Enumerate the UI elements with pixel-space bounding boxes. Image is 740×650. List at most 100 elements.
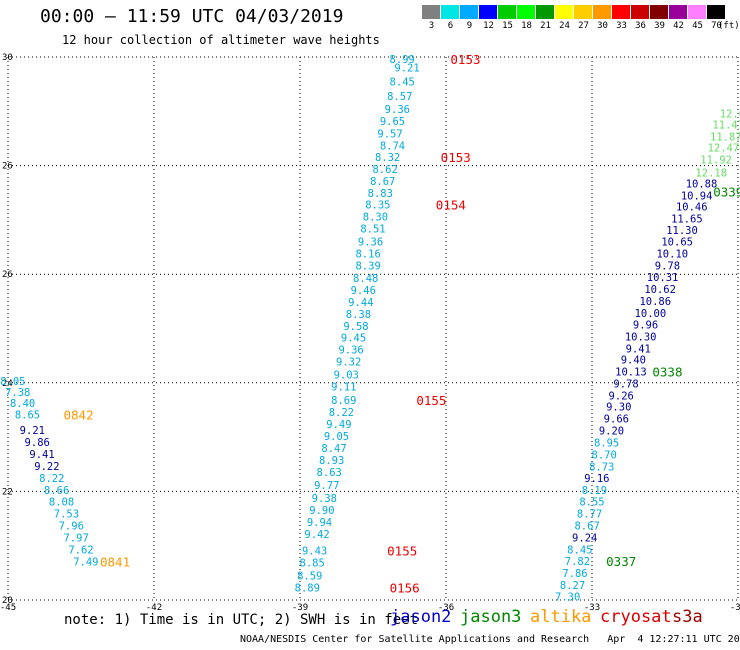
wave-height-value: 8.32 <box>375 152 400 164</box>
wave-height-value: 10.30 <box>625 332 657 344</box>
wave-height-value: 11.47 <box>712 119 740 131</box>
pass-time-label: 0841 <box>100 554 130 569</box>
scale-swatch <box>593 5 612 19</box>
wave-height-value: 7.96 <box>59 521 84 533</box>
wave-height-value: 9.41 <box>29 449 54 461</box>
x-tick-label: -42 <box>146 603 162 613</box>
scale-swatch <box>555 5 574 19</box>
wave-height-value: 9.65 <box>380 116 405 128</box>
wave-height-value: 9.36 <box>338 345 363 357</box>
wave-height-value: 9.66 <box>604 414 629 426</box>
pass-time-label: 0339 <box>713 185 740 200</box>
scale-label: 3 <box>428 21 435 31</box>
wave-height-value: 10.10 <box>656 249 688 261</box>
pass-time-label: 0338 <box>652 364 682 379</box>
wave-height-value: 7.62 <box>68 545 93 557</box>
wave-height-value: 9.24 <box>572 533 597 545</box>
wave-height-value: 9.43 <box>302 546 327 558</box>
y-tick-label: 24 <box>2 379 13 389</box>
wave-height-value: 8.16 <box>355 249 380 261</box>
legend-altika: altika <box>530 607 592 627</box>
pass-time-label: 0153 <box>441 150 471 165</box>
scale-swatch <box>612 5 631 19</box>
wave-height-value: 8.19 <box>582 485 607 497</box>
wave-height-value: 8.73 <box>589 461 614 473</box>
wave-height-value: 8.67 <box>574 521 599 533</box>
y-tick-label: 20 <box>2 596 13 606</box>
wave-height-value: 8.45 <box>390 76 415 88</box>
wave-height-value: 8.95 <box>594 438 619 450</box>
wave-height-value: 8.47 <box>321 443 346 455</box>
wave-height-value: 7.82 <box>565 556 590 568</box>
color-scale-unit: (ft) <box>718 21 740 31</box>
wave-height-value: 7.86 <box>562 568 587 580</box>
footer-timestamp: Apr 4 12:27:11 UTC 2019 <box>607 634 740 645</box>
x-tick-label: -39 <box>292 603 308 613</box>
x-tick-label: -30 <box>730 603 740 613</box>
wave-height-value: 12.47 <box>708 143 740 155</box>
wave-height-value: 9.45 <box>341 333 366 345</box>
scale-label: 45 <box>692 21 703 31</box>
scale-label: 18 <box>521 21 532 31</box>
wave-height-value: 8.63 <box>317 467 342 479</box>
y-tick-label: 26 <box>2 162 13 172</box>
wave-height-value: 8.55 <box>579 497 604 509</box>
wave-height-value: 7.30 <box>555 592 580 604</box>
scale-swatch <box>498 5 517 19</box>
legend-jason3: jason3 <box>460 607 522 627</box>
wave-height-value: 9.36 <box>385 104 410 116</box>
wave-height-value: 12.07 <box>720 108 740 120</box>
chart-title: 00:00 — 11:59 UTC 04/03/2019 <box>40 6 344 27</box>
scale-swatch <box>688 5 707 19</box>
wave-height-value: 8.66 <box>44 485 69 497</box>
wave-height-value: 8.99 <box>390 54 415 66</box>
scale-label: 27 <box>578 21 589 31</box>
y-tick-label: 26 <box>2 270 13 280</box>
color-scale-bar <box>422 5 726 19</box>
pass-time-label: 0154 <box>436 198 466 213</box>
legend-cryosat: cryosat <box>600 607 672 627</box>
scale-swatch <box>669 5 688 19</box>
legend-s3a: s3a <box>672 607 703 627</box>
wave-height-value: 8.57 <box>387 91 412 103</box>
wave-height-value: 10.62 <box>644 284 676 296</box>
wave-height-value: 10.13 <box>615 366 647 378</box>
wave-height-value: 12.18 <box>695 168 727 180</box>
wave-height-value: 11.65 <box>671 213 703 225</box>
wave-height-value: 8.89 <box>295 583 320 595</box>
wave-height-value: 7.38 <box>5 387 30 399</box>
wave-height-value: 9.26 <box>609 390 634 402</box>
pass-time-label: 0155 <box>387 544 417 559</box>
scale-swatch <box>650 5 669 19</box>
wave-height-value: 9.30 <box>606 402 631 414</box>
color-scale-labels: 3 6 9 12 15 18 21 24 27 30 33 36 39 42 45 70 <box>422 21 726 31</box>
scale-label: 39 <box>654 21 665 31</box>
footer-credit: NOAA/NESDIS Center for Satellite Applica… <box>240 634 740 645</box>
wave-height-value: 7.53 <box>54 509 79 521</box>
scale-swatch <box>631 5 650 19</box>
pass-time-label: 0155 <box>416 393 446 408</box>
wave-height-value: 9.05 <box>324 431 349 443</box>
scale-label: 9 <box>466 21 473 31</box>
wave-height-value: 8.59 <box>297 571 322 583</box>
wave-height-value: 9.57 <box>377 129 402 141</box>
wave-height-value: 9.58 <box>343 321 368 333</box>
wave-height-value: 11.30 <box>666 225 698 237</box>
wave-height-value: 10.88 <box>686 179 718 191</box>
wave-height-value: 9.77 <box>314 480 339 492</box>
wave-height-value: 8.65 <box>15 409 40 421</box>
wave-height-value: 8.51 <box>360 224 385 236</box>
scale-swatch <box>517 5 536 19</box>
wave-height-value: 10.65 <box>661 237 693 249</box>
wave-height-value: 7.97 <box>63 533 88 545</box>
scale-swatch <box>479 5 498 19</box>
wave-height-value: 8.67 <box>370 176 395 188</box>
x-tick-label: -36 <box>438 603 454 613</box>
wave-height-value: 9.46 <box>351 285 376 297</box>
wave-height-value: 10.00 <box>635 308 667 320</box>
wave-height-value: 8.27 <box>560 580 585 592</box>
scale-label: 21 <box>540 21 551 31</box>
scale-swatch <box>460 5 479 19</box>
wave-height-value: 8.83 <box>368 188 393 200</box>
